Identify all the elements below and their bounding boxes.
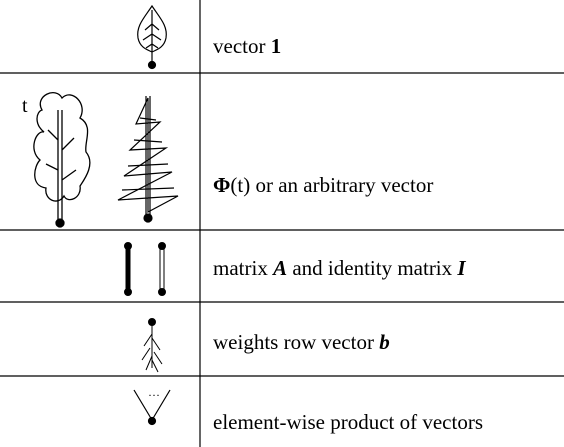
text: I [457, 256, 466, 280]
text: b [379, 330, 390, 354]
tree-label: t [22, 95, 28, 117]
row-text: vector 1 [213, 34, 281, 59]
text: matrix [213, 256, 274, 280]
dots-label: ··· [148, 388, 160, 402]
birch-icon [33, 92, 91, 228]
matrix-icon [124, 242, 166, 296]
text: vector [213, 34, 271, 58]
text: A [273, 256, 288, 280]
row-text: matrix A and identity matrix I [213, 256, 466, 281]
spruce-icon [117, 96, 179, 223]
text: weights row vector [213, 330, 380, 354]
leaf-icon [137, 4, 167, 70]
text: Φ [213, 173, 231, 197]
row-text: element-wise product of vectors [213, 410, 483, 435]
text: and identity matrix [287, 256, 458, 280]
row-text: weights row vector b [213, 330, 390, 355]
root-icon [141, 318, 163, 373]
row-text: Φ(t) or an arbitrary vector [213, 173, 433, 198]
text: 1 [270, 34, 282, 58]
product-icon [133, 389, 171, 426]
text: element-wise product of vectors [213, 410, 483, 434]
text: (t) or an arbitrary vector [230, 173, 434, 197]
